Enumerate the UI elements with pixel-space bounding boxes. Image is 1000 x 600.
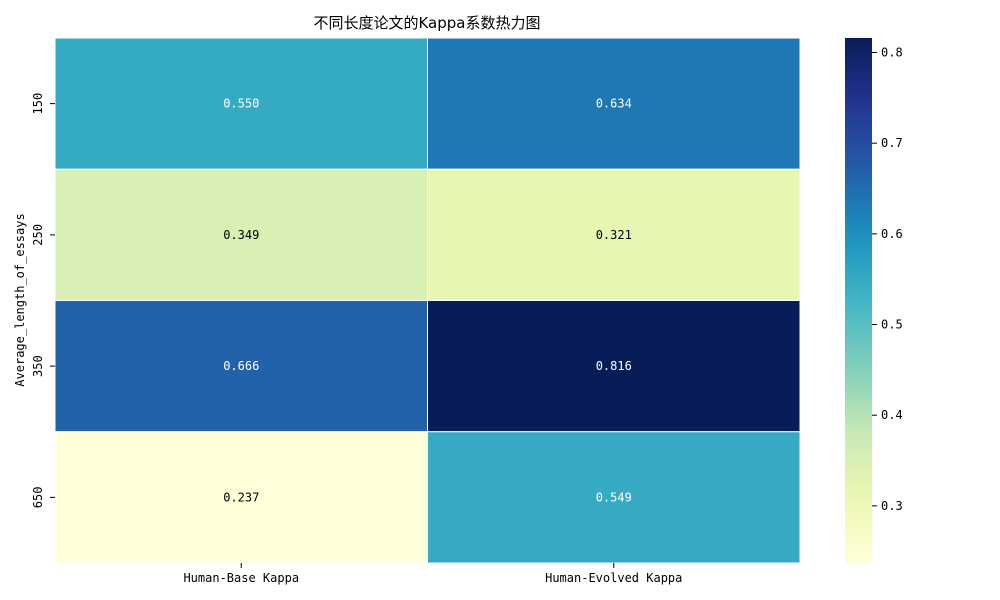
y-tick-label: 150 (31, 93, 45, 115)
colorbar-tick-label: 0.3 (881, 499, 903, 513)
cell-value-label: 0.349 (223, 228, 259, 242)
y-tick-label: 250 (31, 224, 45, 246)
colorbar-tick-label: 0.4 (881, 408, 903, 422)
y-tick-label: 350 (31, 355, 45, 377)
cell-value-label: 0.550 (223, 97, 259, 111)
colorbar-tick-label: 0.7 (881, 136, 903, 150)
cell-value-label: 0.634 (596, 97, 632, 111)
heatmap-cell (54, 168, 428, 301)
colorbar: 0.3 0.4 0.5 0.6 0.7 0.8 (845, 38, 903, 563)
y-axis: 150 250 350 650 (31, 93, 55, 508)
y-tick-label: 650 (31, 487, 45, 509)
heatmap-cell (54, 431, 428, 564)
cell-value-label: 0.237 (223, 490, 259, 504)
chart-title: 不同长度论文的Kappa系数热力图 (313, 14, 540, 32)
heatmap-cell (54, 37, 428, 170)
heatmap-cell (427, 300, 801, 433)
colorbar-gradient (845, 38, 872, 563)
x-axis: Human-Base Kappa Human-Evolved Kappa (183, 563, 682, 585)
x-tick-label: Human-Evolved Kappa (545, 571, 682, 585)
cell-value-label: 0.816 (596, 359, 632, 373)
heatmap-cell (427, 37, 801, 170)
heatmap-cell (427, 431, 801, 564)
colorbar-tick-label: 0.5 (881, 318, 903, 332)
colorbar-tick-label: 0.6 (881, 227, 903, 241)
cell-value-label: 0.666 (223, 359, 259, 373)
colorbar-tick-label: 0.8 (881, 46, 903, 60)
cell-value-label: 0.321 (596, 228, 632, 242)
heatmap-cell (427, 168, 801, 301)
heatmap-cells: 0.550 0.634 0.349 0.321 0.666 0.816 0.237 0.549 (54, 37, 801, 564)
y-axis-label: Average_length_of_essays (13, 213, 27, 386)
cell-value-label: 0.549 (596, 490, 632, 504)
x-tick-label: Human-Base Kappa (183, 571, 299, 585)
heatmap-cell (54, 300, 428, 433)
